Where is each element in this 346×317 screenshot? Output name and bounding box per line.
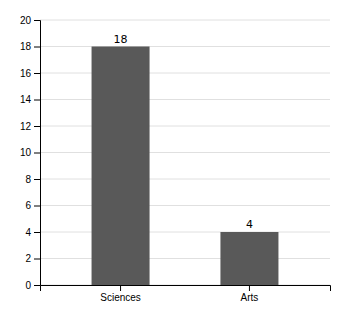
x-axis: Sciences Arts [41,285,331,303]
y-tick: 2 [25,253,40,264]
bars [92,47,279,286]
grid-line [40,20,330,21]
grid-line [40,46,330,47]
x-tick: Sciences [100,285,141,303]
x-tick-mark [249,285,250,291]
y-tick: 20 [20,15,40,26]
y-tick-label: 20 [20,15,32,26]
y-tick: 10 [20,147,40,158]
y-tick: 6 [25,200,40,211]
grid-line [40,258,330,259]
y-tick-mark [34,179,40,180]
y-tick-label: 2 [25,253,31,264]
bar [92,47,150,286]
grid-line [40,126,330,127]
y-tick: 4 [25,227,40,238]
y-axis: 0 2 4 6 8 10 12 14 16 18 20 [20,15,41,291]
x-tick-mark [120,285,121,291]
y-tick: 14 [20,94,40,105]
y-tick-label: 0 [25,280,31,291]
y-tick-mark [34,259,40,260]
y-tick: 8 [25,174,40,185]
y-tick-mark [34,285,40,286]
chart: 18 4 0 2 4 6 8 10 12 14 16 18 20 Sciences Arts [0,0,346,317]
grid-line [40,179,330,180]
y-tick-mark [34,20,40,21]
data-label: 18 [114,33,128,46]
y-tick-mark [34,126,40,127]
x-axis-line [41,286,331,292]
y-tick: 0 [25,280,40,291]
y-tick-label: 12 [20,121,32,132]
bar [220,232,278,285]
y-tick-label: 8 [25,174,31,185]
x-tick-label: Sciences [100,292,141,303]
x-tick-label: Arts [241,292,259,303]
y-axis-line [34,21,41,286]
grid-line [40,73,330,74]
y-tick-label: 4 [25,227,31,238]
grid [40,20,330,285]
grid-line [40,99,330,100]
y-tick: 16 [20,68,40,79]
y-tick: 12 [20,121,40,132]
x-tick: Arts [241,285,259,303]
grid-line [40,152,330,153]
grid-line [40,232,330,233]
data-label: 4 [246,218,253,231]
y-tick-mark [34,206,40,207]
y-tick-mark [34,73,40,74]
y-tick-label: 10 [20,147,32,158]
grid-line [40,205,330,206]
y-tick-mark [34,232,40,233]
y-tick-label: 16 [20,68,32,79]
y-tick-label: 6 [25,200,31,211]
y-tick: 18 [20,41,40,52]
y-tick-mark [34,100,40,101]
y-tick-mark [34,153,40,154]
y-tick-label: 18 [20,41,32,52]
data-labels: 18 4 [114,33,253,232]
plot-area: 18 4 0 2 4 6 8 10 12 14 16 18 20 Sciences Arts [20,15,331,303]
y-tick-label: 14 [20,94,32,105]
y-tick-mark [34,47,40,48]
